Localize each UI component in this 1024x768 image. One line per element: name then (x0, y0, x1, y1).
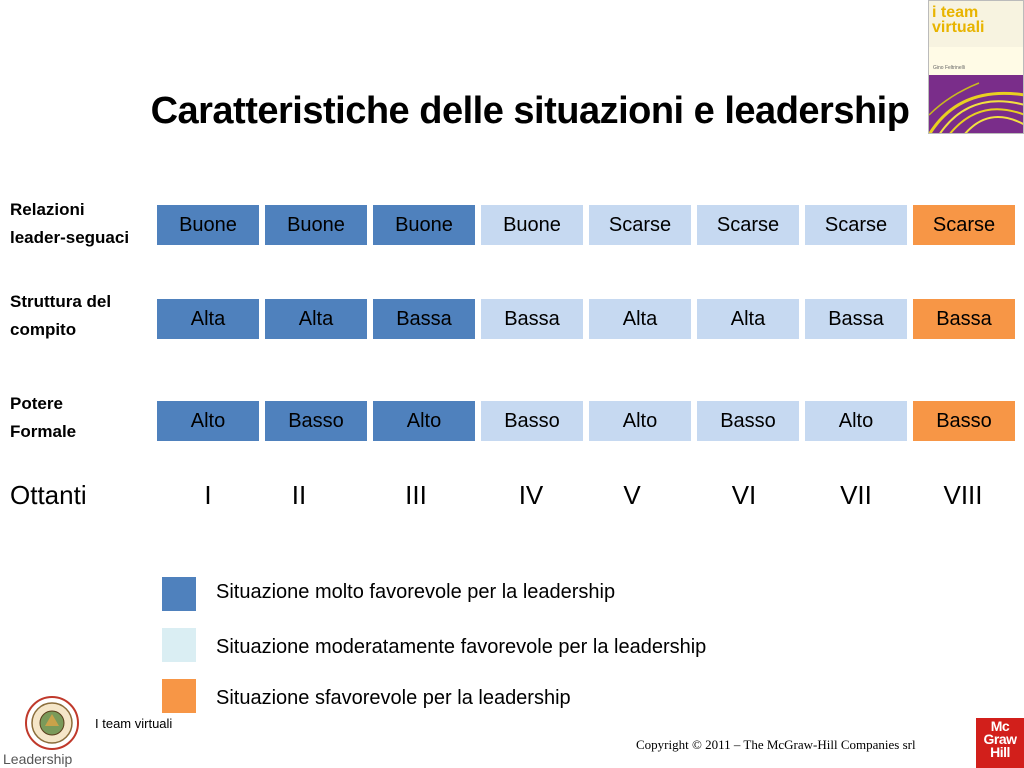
cell-r2-c5: Alta (589, 299, 691, 339)
octants-label: Ottanti (10, 480, 87, 510)
book-cover-author: Gino Feltrinelli (933, 65, 965, 71)
cell-r1-c2: Buone (265, 205, 367, 245)
octant-7: VII (840, 480, 872, 510)
cell-r3-c7: Alto (805, 401, 907, 441)
octant-6: VI (731, 480, 757, 510)
cell-r3-c4: Basso (481, 401, 583, 441)
octant-3: III (405, 480, 427, 510)
legend-swatch-moderata (162, 628, 196, 662)
cell-r2-c4: Bassa (481, 299, 583, 339)
legend-swatch-sfavorevole (162, 679, 196, 713)
octant-1: I (204, 480, 212, 510)
row-label-struttura: Struttura del compito (10, 292, 112, 339)
cell-r3-c8: Basso (913, 401, 1015, 441)
octant-5: V (623, 480, 641, 510)
cell-r3-c3: Alto (373, 401, 475, 441)
cell-r1-c1: Buone (157, 205, 259, 245)
legend-swatch-molto (162, 577, 196, 611)
row-label-potere: Potere Formale (10, 394, 77, 441)
cell-r1-c3: Buone (373, 205, 475, 245)
university-seal-icon (25, 696, 79, 750)
cell-r2-c3: Bassa (373, 299, 475, 339)
cell-r3-c5: Alto (589, 401, 691, 441)
cell-r2-c6: Alta (697, 299, 799, 339)
cell-r2-c2: Alta (265, 299, 367, 339)
legend-text-molto: Situazione molto favorevole per la leade… (216, 581, 616, 603)
cell-r2-c7: Bassa (805, 299, 907, 339)
book-cover-title: i team virtuali (932, 4, 985, 36)
octant-4: IV (518, 480, 544, 510)
book-cover-image: i team virtuali Gino Feltrinelli (928, 0, 1024, 134)
cell-r3-c6: Basso (697, 401, 799, 441)
footer-section-name: Leadership (3, 751, 73, 767)
slide-title: Caratteristiche delle situazioni e leade… (150, 90, 910, 132)
legend-text-sfavorevole: Situazione sfavorevole per la leadership (216, 687, 571, 709)
cell-r3-c2: Basso (265, 401, 367, 441)
cell-r1-c5: Scarse (589, 205, 691, 245)
publisher-logo: Mc Graw Hill (976, 718, 1024, 768)
legend-text-moderata: Situazione moderatamente favorevole per … (216, 636, 707, 658)
cell-r1-c7: Scarse (805, 205, 907, 245)
footer-course-name: I team virtuali (95, 716, 173, 731)
cell-r2-c8: Bassa (913, 299, 1015, 339)
row-label-relazioni: Relazioni leader-seguaci (10, 200, 130, 247)
octant-8: VIII (943, 480, 983, 510)
cell-r1-c6: Scarse (697, 205, 799, 245)
cell-r1-c4: Buone (481, 205, 583, 245)
octant-2: II (291, 480, 307, 510)
cell-r2-c1: Alta (157, 299, 259, 339)
copyright-text: Copyright © 2011 – The McGraw-Hill Compa… (636, 737, 916, 752)
cell-r1-c8: Scarse (913, 205, 1015, 245)
cell-r3-c1: Alto (157, 401, 259, 441)
